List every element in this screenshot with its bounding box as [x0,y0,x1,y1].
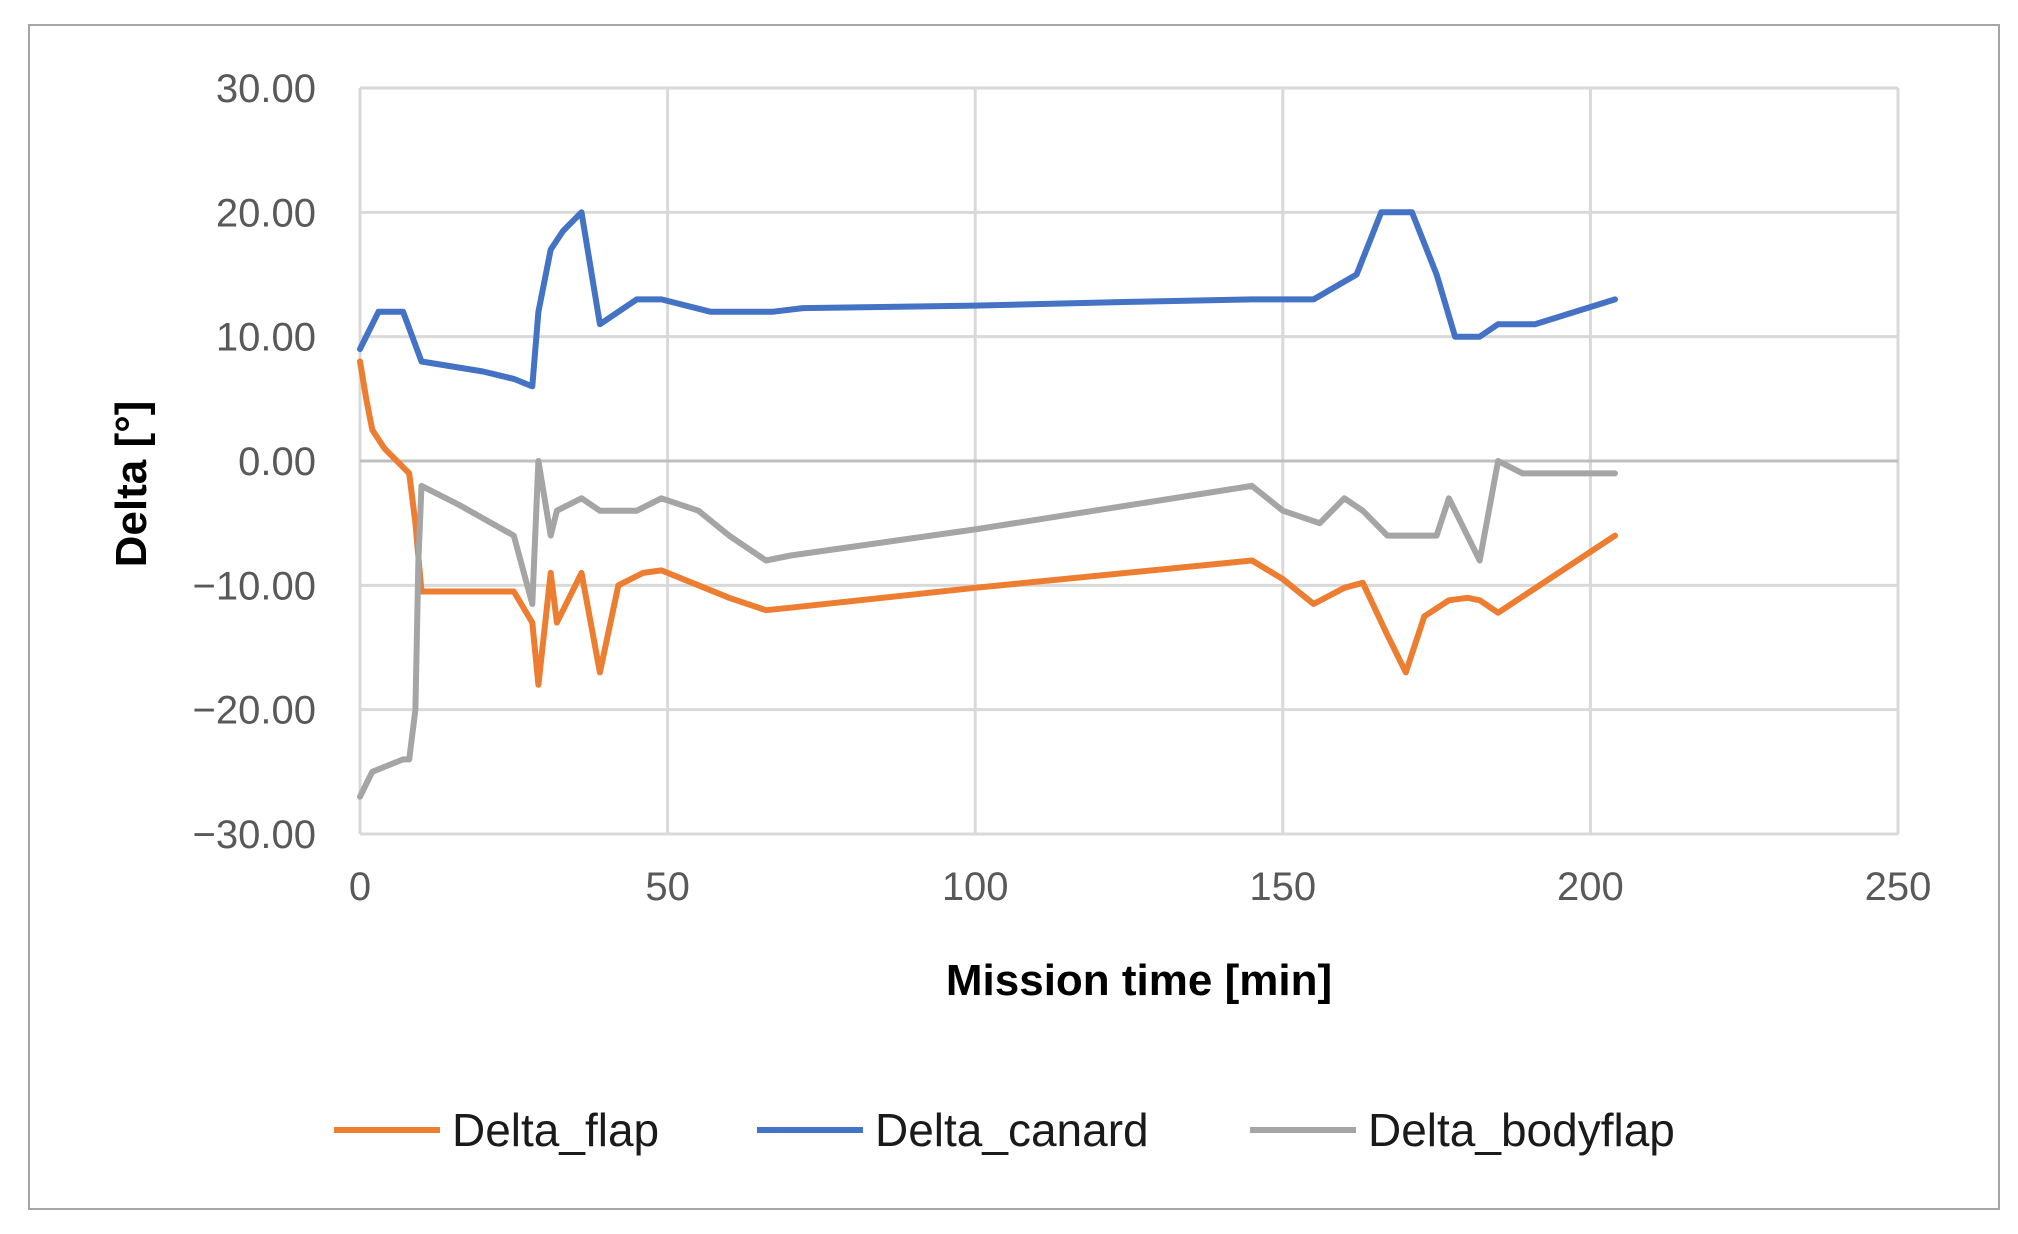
legend-label: Delta_bodyflap [1368,1104,1675,1156]
y-tick-label: 20.00 [216,191,316,235]
chart-frame [28,24,2000,1210]
legend-label: Delta_canard [875,1104,1149,1156]
x-tick-label: 250 [1865,865,1932,909]
x-tick-labels: 0 50 100 150 200 250 [349,865,1932,909]
legend: Delta_flap Delta_canard Delta_bodyflap [334,1104,1675,1156]
y-tick-label: 30.00 [216,67,316,111]
y-axis-title: Delta [°] [107,401,156,568]
x-axis-title: Mission time [min] [946,956,1332,1005]
grid-lines [358,86,1900,836]
legend-label: Delta_flap [452,1104,659,1156]
x-tick-label: 50 [645,865,690,909]
x-tick-label: 200 [1557,865,1624,909]
x-tick-label: 0 [349,865,371,909]
series-line-delta-bodyflap [357,458,1618,800]
y-tick-label: −30.00 [193,813,316,857]
y-tick-label: −20.00 [193,689,316,733]
series-lines [357,209,1618,800]
y-tick-label: 0.00 [238,440,316,484]
y-tick-labels: 30.00 20.00 10.00 0.00 −10.00 −20.00 −30.00 [193,67,316,857]
y-tick-label: −10.00 [193,564,316,608]
y-tick-label: 10.00 [216,316,316,360]
series-line-delta-flap [357,358,1618,688]
series-line-delta-canard [357,209,1618,390]
x-tick-label: 150 [1249,865,1316,909]
x-tick-label: 100 [942,865,1009,909]
